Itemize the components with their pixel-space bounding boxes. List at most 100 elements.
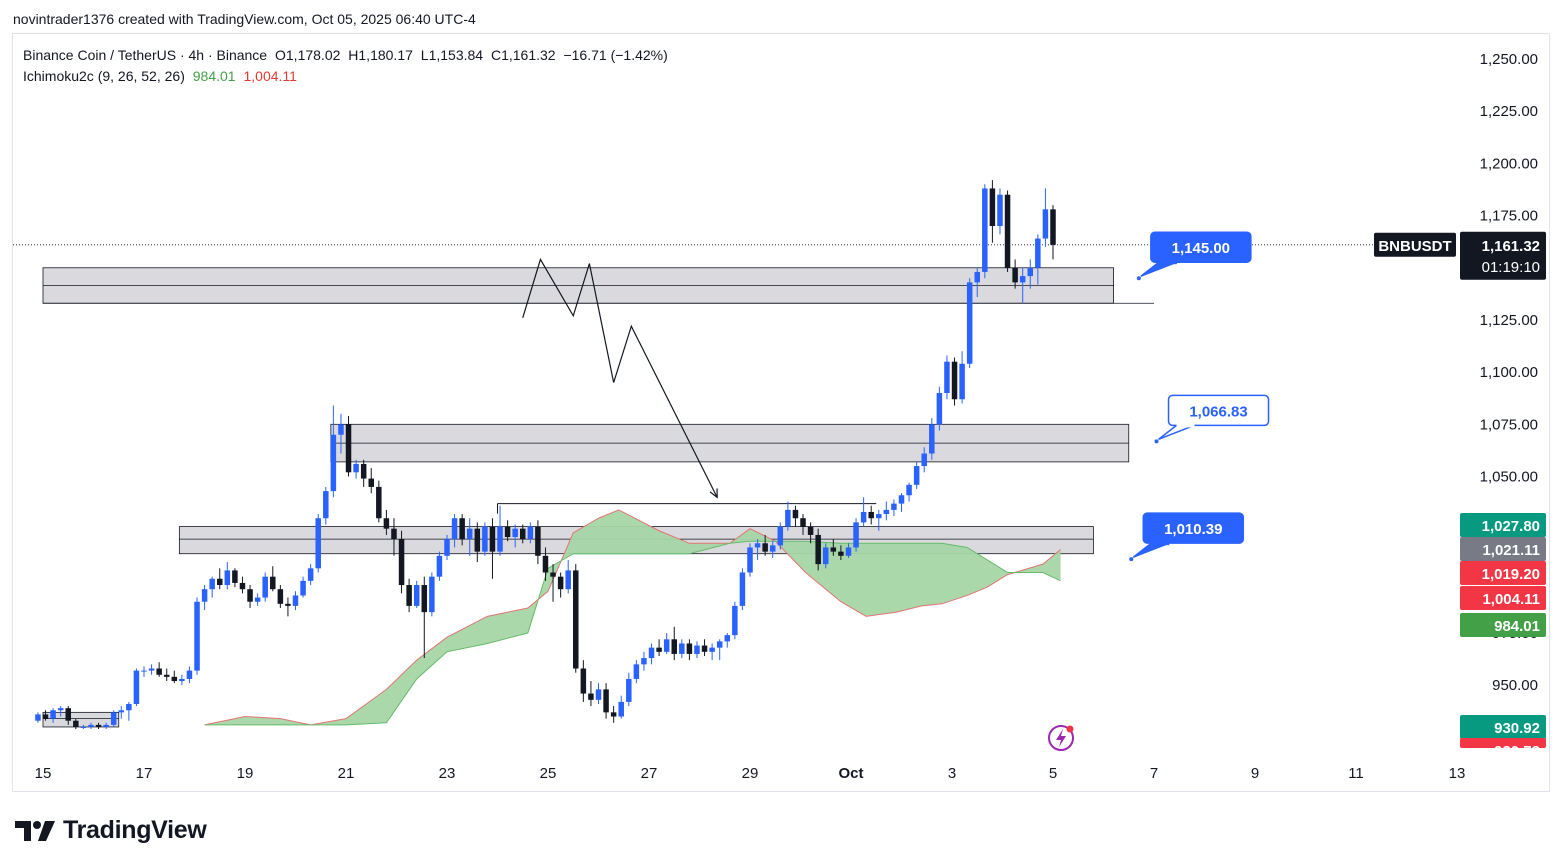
candle[interactable]	[807, 522, 814, 544]
candle[interactable]	[421, 576, 428, 659]
candle[interactable]	[254, 593, 261, 606]
candle[interactable]	[118, 706, 125, 719]
candle[interactable]	[497, 505, 503, 556]
candle[interactable]	[929, 418, 935, 460]
candle[interactable]	[815, 528, 821, 571]
candle[interactable]	[413, 580, 420, 608]
candle[interactable]	[1019, 267, 1026, 304]
candle[interactable]	[466, 518, 473, 556]
candle[interactable]	[406, 578, 412, 613]
candle[interactable]	[860, 497, 867, 527]
candle[interactable]	[785, 501, 791, 531]
candle[interactable]	[936, 386, 943, 431]
candle[interactable]	[171, 670, 178, 684]
candle[interactable]	[868, 505, 874, 525]
candle[interactable]	[853, 518, 859, 552]
candle[interactable]	[338, 413, 344, 454]
candle[interactable]	[648, 643, 655, 665]
price-level-label[interactable]: 1,145.00	[1136, 231, 1252, 281]
candle[interactable]	[754, 539, 761, 560]
candle[interactable]	[921, 447, 927, 473]
candle[interactable]	[345, 415, 352, 477]
candle[interactable]	[459, 514, 465, 546]
candle[interactable]	[542, 547, 549, 581]
candle[interactable]	[679, 639, 685, 659]
candle[interactable]	[376, 480, 382, 523]
candle[interactable]	[156, 662, 162, 677]
candle[interactable]	[997, 188, 1003, 235]
candle[interactable]	[270, 566, 276, 592]
candle[interactable]	[762, 534, 768, 556]
candle[interactable]	[709, 643, 715, 661]
candle[interactable]	[42, 710, 49, 721]
candle[interactable]	[1050, 205, 1056, 260]
candle[interactable]	[618, 695, 624, 719]
candle[interactable]	[989, 180, 996, 243]
candle[interactable]	[429, 572, 435, 617]
price-tag[interactable]: 930.73	[1460, 738, 1546, 760]
candle[interactable]	[792, 505, 799, 527]
candle[interactable]	[73, 718, 79, 730]
candle[interactable]	[277, 585, 284, 608]
tradingview-logo[interactable]: TradingView	[15, 816, 207, 845]
candle[interactable]	[194, 597, 200, 675]
candle[interactable]	[966, 278, 973, 368]
candle[interactable]	[360, 459, 367, 487]
candle[interactable]	[383, 509, 390, 535]
projection-path[interactable]	[522, 257, 718, 498]
candle[interactable]	[482, 522, 488, 556]
candle[interactable]	[641, 651, 647, 671]
candle[interactable]	[830, 539, 837, 556]
candle[interactable]	[550, 564, 556, 602]
candle[interactable]	[724, 633, 731, 648]
candle[interactable]	[580, 660, 587, 702]
candle[interactable]	[671, 626, 678, 661]
candle[interactable]	[133, 668, 140, 707]
candle[interactable]	[307, 564, 314, 586]
price-level-label[interactable]: 1,066.83	[1154, 394, 1270, 444]
candle[interactable]	[474, 522, 481, 563]
candle[interactable]	[217, 568, 223, 590]
candle[interactable]	[436, 551, 443, 581]
candle[interactable]	[57, 706, 64, 717]
candle[interactable]	[891, 499, 897, 517]
candle[interactable]	[557, 572, 564, 598]
candle[interactable]	[451, 514, 458, 548]
candle[interactable]	[444, 534, 450, 560]
candle[interactable]	[686, 639, 693, 661]
candle[interactable]	[126, 701, 132, 721]
candle[interactable]	[769, 541, 776, 558]
candle[interactable]	[1035, 234, 1041, 285]
last-price-tag[interactable]: 1,161.32 01:19:10	[1460, 231, 1546, 280]
candle[interactable]	[633, 660, 640, 684]
candle[interactable]	[716, 639, 723, 661]
candle[interactable]	[110, 710, 117, 727]
candle[interactable]	[292, 591, 299, 611]
candle[interactable]	[883, 501, 890, 521]
candle[interactable]	[610, 706, 617, 723]
candle[interactable]	[504, 520, 511, 542]
candle[interactable]	[1027, 259, 1034, 289]
candle[interactable]	[535, 520, 541, 565]
candle[interactable]	[626, 672, 632, 707]
candle[interactable]	[951, 357, 958, 406]
candle[interactable]	[391, 518, 397, 556]
price-tag[interactable]: 1,027.80	[1460, 513, 1546, 537]
candle[interactable]	[982, 184, 988, 279]
candle[interactable]	[148, 664, 155, 675]
candle[interactable]	[898, 493, 905, 512]
candle[interactable]	[95, 722, 102, 730]
candle[interactable]	[88, 722, 94, 730]
candle[interactable]	[35, 712, 41, 723]
candle[interactable]	[247, 585, 253, 608]
candle[interactable]	[1042, 188, 1049, 247]
candle[interactable]	[732, 601, 738, 640]
candle[interactable]	[588, 681, 594, 707]
candle[interactable]	[179, 674, 185, 686]
candle[interactable]	[224, 562, 231, 590]
support-resistance-zone[interactable]	[330, 423, 1130, 463]
candle[interactable]	[906, 482, 912, 502]
candle[interactable]	[50, 708, 56, 723]
candle[interactable]	[656, 639, 662, 656]
